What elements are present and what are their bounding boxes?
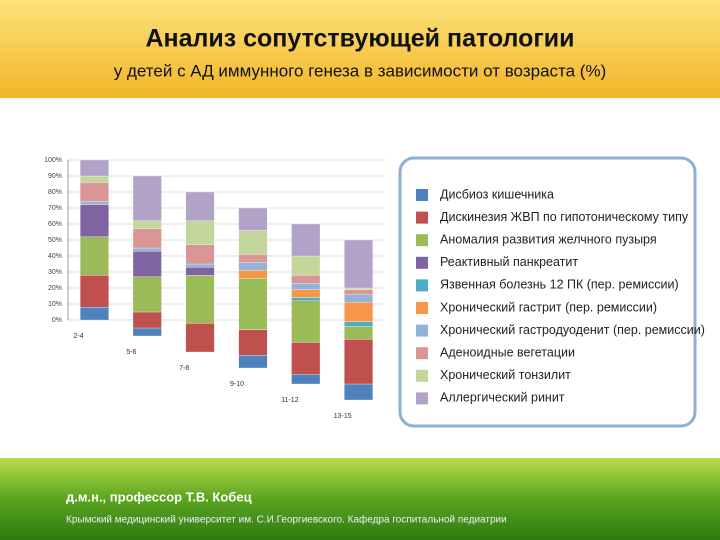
bar-segment	[185, 191, 215, 221]
legend-label: Язвенная болезнь 12 ПК (пер. ремиссии)	[440, 278, 679, 292]
x-tick-label: 2-4	[74, 333, 84, 340]
bar-segment	[344, 326, 373, 340]
legend-label: Хронический тонзилит	[440, 368, 571, 382]
bar-segment	[238, 254, 268, 263]
bar-segment	[344, 302, 373, 322]
bar-segment	[132, 251, 162, 277]
bar-segment	[80, 204, 109, 237]
y-tick-label: 80%	[48, 189, 62, 196]
y-tick-label: 0%	[52, 317, 62, 324]
x-tick-label: 11-12	[281, 397, 298, 404]
y-tick-label: 50%	[48, 237, 62, 244]
legend-label: Аномалия развития желчного пузыря	[440, 232, 657, 246]
legend-swatch	[416, 347, 428, 360]
legend-label: Хронический гастрит (пер. ремиссии)	[440, 300, 657, 314]
bar-segment	[344, 287, 373, 290]
bar-segment	[132, 327, 162, 337]
header-band	[0, 0, 720, 98]
y-tick-label: 10%	[48, 301, 62, 308]
bar-segment	[291, 255, 321, 276]
legend-swatch	[416, 256, 428, 269]
y-tick-label: 20%	[48, 285, 62, 292]
bar-segment	[344, 239, 373, 289]
chart-subtitle: у детей с АД иммунного генеза в зависимо…	[114, 61, 606, 80]
footer-affiliation: Крымский медицинский университет им. С.И…	[66, 514, 507, 526]
bar-segment	[344, 289, 373, 295]
bar-segment	[238, 270, 268, 279]
bar-segment	[238, 230, 268, 255]
bar-segment	[185, 244, 215, 265]
x-tick-label: 7-8	[179, 365, 189, 372]
bar-segment	[80, 175, 109, 183]
y-tick-label: 90%	[48, 173, 62, 180]
bar-segment	[291, 223, 321, 257]
bar-segment	[80, 201, 109, 205]
y-tick-label: 60%	[48, 221, 62, 228]
bar-segment	[185, 220, 215, 245]
bar-segment	[132, 247, 162, 252]
bar-segment	[238, 329, 268, 356]
bar-segment	[185, 263, 215, 268]
legend-box	[398, 156, 697, 428]
bar-segment	[344, 339, 373, 385]
legend-swatch	[416, 302, 428, 314]
x-tick-label: 9-10	[230, 381, 244, 388]
bar-segment	[132, 276, 162, 313]
bar-segment	[185, 267, 215, 276]
legend-label: Дискинезия ЖВП по гипотоническому типу	[440, 210, 689, 224]
y-tick-label: 100%	[44, 157, 62, 164]
legend-swatch	[416, 279, 428, 292]
footer-author: д.м.н., профессор Т.В. Кобец	[66, 489, 252, 504]
chart-title: Анализ сопутствующей патологии	[145, 25, 574, 53]
bar-segment	[291, 289, 321, 298]
bar-segment	[238, 355, 268, 369]
bar-segment	[291, 300, 321, 343]
legend-label: Аллергический ринит	[440, 391, 565, 405]
bar-segment	[238, 207, 268, 231]
bar-segment	[132, 311, 162, 329]
bar-segment	[291, 275, 321, 284]
bar-segment	[132, 220, 162, 229]
bar-segment	[80, 159, 109, 177]
bar-segment	[344, 383, 373, 401]
bar-segment	[344, 321, 373, 327]
bar-segment	[291, 342, 321, 375]
bar-segment	[80, 275, 109, 308]
footer-band	[0, 458, 720, 540]
bar-segment	[132, 228, 162, 249]
bar-segment	[132, 175, 162, 221]
bar-segment	[185, 275, 215, 324]
bar-segment	[80, 182, 109, 202]
legend-swatch	[416, 189, 428, 201]
y-tick-label: 30%	[48, 269, 62, 276]
bar-segment	[80, 236, 109, 276]
bar-segment	[238, 278, 268, 330]
y-tick-label: 70%	[48, 205, 62, 212]
legend-swatch	[416, 369, 428, 382]
bar-segment	[291, 374, 321, 385]
bar-segment	[344, 294, 373, 303]
legend-swatch	[416, 392, 428, 405]
bar-segment	[80, 307, 109, 321]
bar-segment	[291, 297, 321, 301]
legend-label: Аденоидные вегетации	[440, 345, 575, 359]
legend-label: Реактивный панкреатит	[440, 255, 578, 269]
legend-swatch	[416, 234, 428, 247]
x-tick-label: 13-15	[334, 413, 352, 420]
legend-swatch	[416, 211, 428, 224]
legend-label: Хронический гастродуоденит (пер. ремисси…	[440, 323, 705, 337]
legend-swatch	[416, 324, 428, 337]
x-tick-label: 5-6	[126, 349, 136, 356]
bar-segment	[238, 262, 268, 271]
legend-label: Дисбиоз кишечника	[440, 187, 554, 201]
y-tick-label: 40%	[48, 253, 62, 260]
bar-segment	[185, 323, 215, 353]
bar-segment	[291, 283, 321, 290]
